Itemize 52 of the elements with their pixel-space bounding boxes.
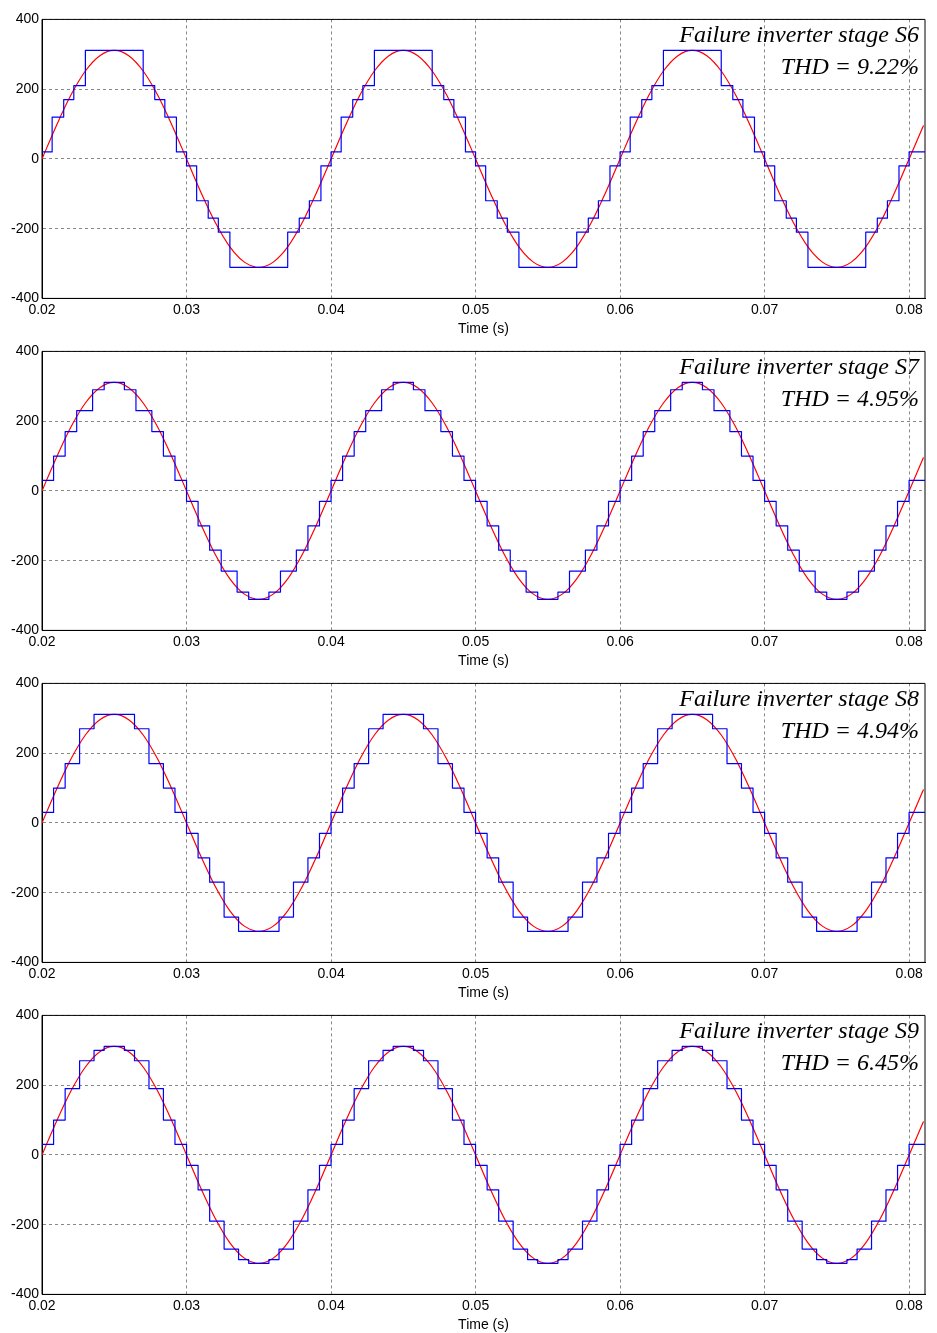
x-axis-title: Time (s) (458, 984, 509, 1001)
x-tick-label: 0.08 (895, 964, 923, 981)
y-tick-label: -200 (10, 1215, 40, 1232)
y-tick-label: 400 (15, 342, 40, 359)
x-tick-label: 0.08 (895, 632, 923, 649)
x-tick-label: 0.04 (317, 632, 345, 649)
x-tick-label: 0.04 (317, 964, 345, 981)
x-tick-label: 0.04 (317, 1296, 345, 1313)
y-tick-label: 0 (31, 481, 40, 498)
y-tick-label: 400 (15, 674, 40, 691)
y-tick-label: 200 (15, 744, 40, 761)
x-tick-label: 0.03 (172, 300, 201, 317)
annotation: THD = 9.22% (780, 52, 919, 79)
y-tick-label: 200 (15, 80, 40, 97)
x-axis-title: Time (s) (458, 1316, 509, 1333)
y-tick-label: 200 (15, 412, 40, 429)
chart-title: Failure inverter stage S6 (678, 20, 919, 47)
y-tick-label: 400 (15, 1006, 40, 1023)
x-tick-label: 0.07 (750, 300, 779, 317)
annotation: THD = 4.95% (780, 384, 919, 411)
chart-title: Failure inverter stage S7 (678, 352, 920, 379)
x-tick-label: 0.03 (172, 632, 201, 649)
x-tick-label: 0.07 (750, 1296, 779, 1313)
x-axis-title: Time (s) (458, 320, 509, 337)
x-axis-title: Time (s) (458, 652, 509, 669)
x-tick-label: 0.04 (317, 300, 345, 317)
x-tick-label: 0.05 (461, 1296, 490, 1313)
x-tick-label: 0.05 (461, 300, 490, 317)
x-tick-label: 0.06 (606, 632, 634, 649)
chart-title: Failure inverter stage S9 (678, 1016, 919, 1043)
x-tick-label: 0.06 (606, 1296, 634, 1313)
annotation: THD = 6.45% (780, 1048, 919, 1075)
x-tick-label: 0.03 (172, 964, 201, 981)
x-tick-label: 0.03 (172, 1296, 201, 1313)
x-tick-label: 0.05 (461, 964, 490, 981)
y-tick-label: 200 (15, 1076, 40, 1093)
x-tick-label: 0.08 (895, 300, 923, 317)
y-tick-label: -200 (10, 551, 40, 568)
chart-title: Failure inverter stage S8 (678, 684, 919, 711)
annotation: THD = 4.94% (780, 716, 919, 743)
x-tick-label: 0.07 (750, 632, 779, 649)
y-tick-label: 0 (31, 149, 40, 166)
y-tick-label: -200 (10, 219, 40, 236)
y-tick-label: -200 (10, 883, 40, 900)
y-tick-label: 0 (31, 813, 40, 830)
y-tick-label: 400 (15, 10, 40, 27)
x-tick-label: 0.08 (895, 1296, 923, 1313)
x-tick-label: 0.06 (606, 300, 634, 317)
x-tick-label: 0.06 (606, 964, 634, 981)
y-tick-label: 0 (31, 1145, 40, 1162)
x-tick-label: 0.07 (750, 964, 779, 981)
x-tick-label: 0.05 (461, 632, 490, 649)
